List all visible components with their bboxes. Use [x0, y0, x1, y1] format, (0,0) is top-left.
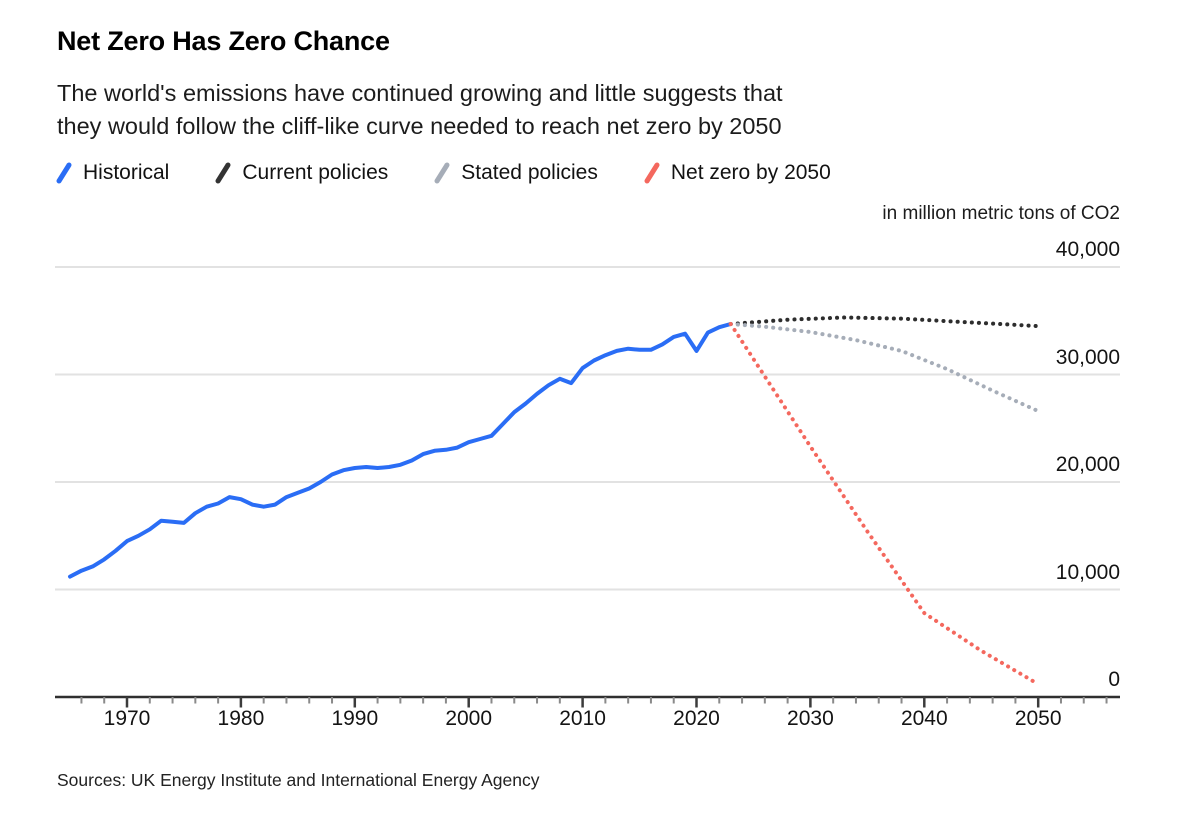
series-line-net-zero-by-2050: [728, 322, 1041, 687]
chart-legend: Historical Current policies Stated polic…: [56, 161, 831, 185]
x-tick-label-1970: 1970: [103, 707, 151, 730]
x-tick-label-2050: 2050: [1014, 707, 1062, 730]
y-tick-label-30,000: 30,000: [1055, 345, 1120, 369]
legend-label-current-policies: Current policies: [242, 161, 389, 184]
y-axis-unit-label: in million metric tons of CO2: [882, 203, 1120, 224]
x-tick-label-2040: 2040: [900, 707, 948, 730]
series-line-stated-policies: [728, 322, 1041, 414]
sources-note: Sources: UK Energy Institute and Interna…: [57, 770, 540, 790]
y-tick-label-0: 0: [1108, 668, 1120, 691]
net-zero-slash-icon: [644, 162, 660, 184]
legend-item-stated-policies: Stated policies: [434, 161, 598, 185]
x-tick-label-2010: 2010: [559, 707, 606, 730]
legend-item-historical: Historical: [56, 161, 169, 185]
current-policies-slash-icon: [215, 162, 231, 184]
legend-label-net-zero: Net zero by 2050: [670, 161, 831, 184]
y-tick-label-40,000: 40,000: [1055, 238, 1120, 261]
historical-slash-icon: [56, 162, 72, 184]
page-title: Net Zero Has Zero Chance: [57, 26, 390, 56]
legend-label-stated-policies: Stated policies: [461, 161, 598, 184]
subtitle-line-2: they would follow the cliff-like curve n…: [57, 113, 782, 139]
x-tick-label-1980: 1980: [217, 707, 265, 730]
legend-item-net-zero: Net zero by 2050: [644, 161, 831, 185]
y-tick-label-10,000: 10,000: [1055, 560, 1120, 584]
x-tick-label-2030: 2030: [787, 707, 834, 730]
legend-label-historical: Historical: [83, 161, 170, 184]
series-line-current-policies: [728, 315, 1041, 329]
legend-item-current-policies: Current policies: [215, 161, 388, 185]
subtitle-line-1: The world's emissions have continued gro…: [57, 80, 783, 106]
chart-subtitle: The world's emissions have continued gro…: [57, 77, 783, 143]
y-tick-label-20,000: 20,000: [1055, 453, 1120, 476]
x-tick-label-1990: 1990: [331, 707, 379, 730]
x-tick-label-2000: 2000: [445, 707, 493, 730]
series-line-historical: [68, 322, 733, 579]
stated-policies-slash-icon: [434, 162, 450, 184]
x-tick-label-2020: 2020: [673, 707, 720, 730]
